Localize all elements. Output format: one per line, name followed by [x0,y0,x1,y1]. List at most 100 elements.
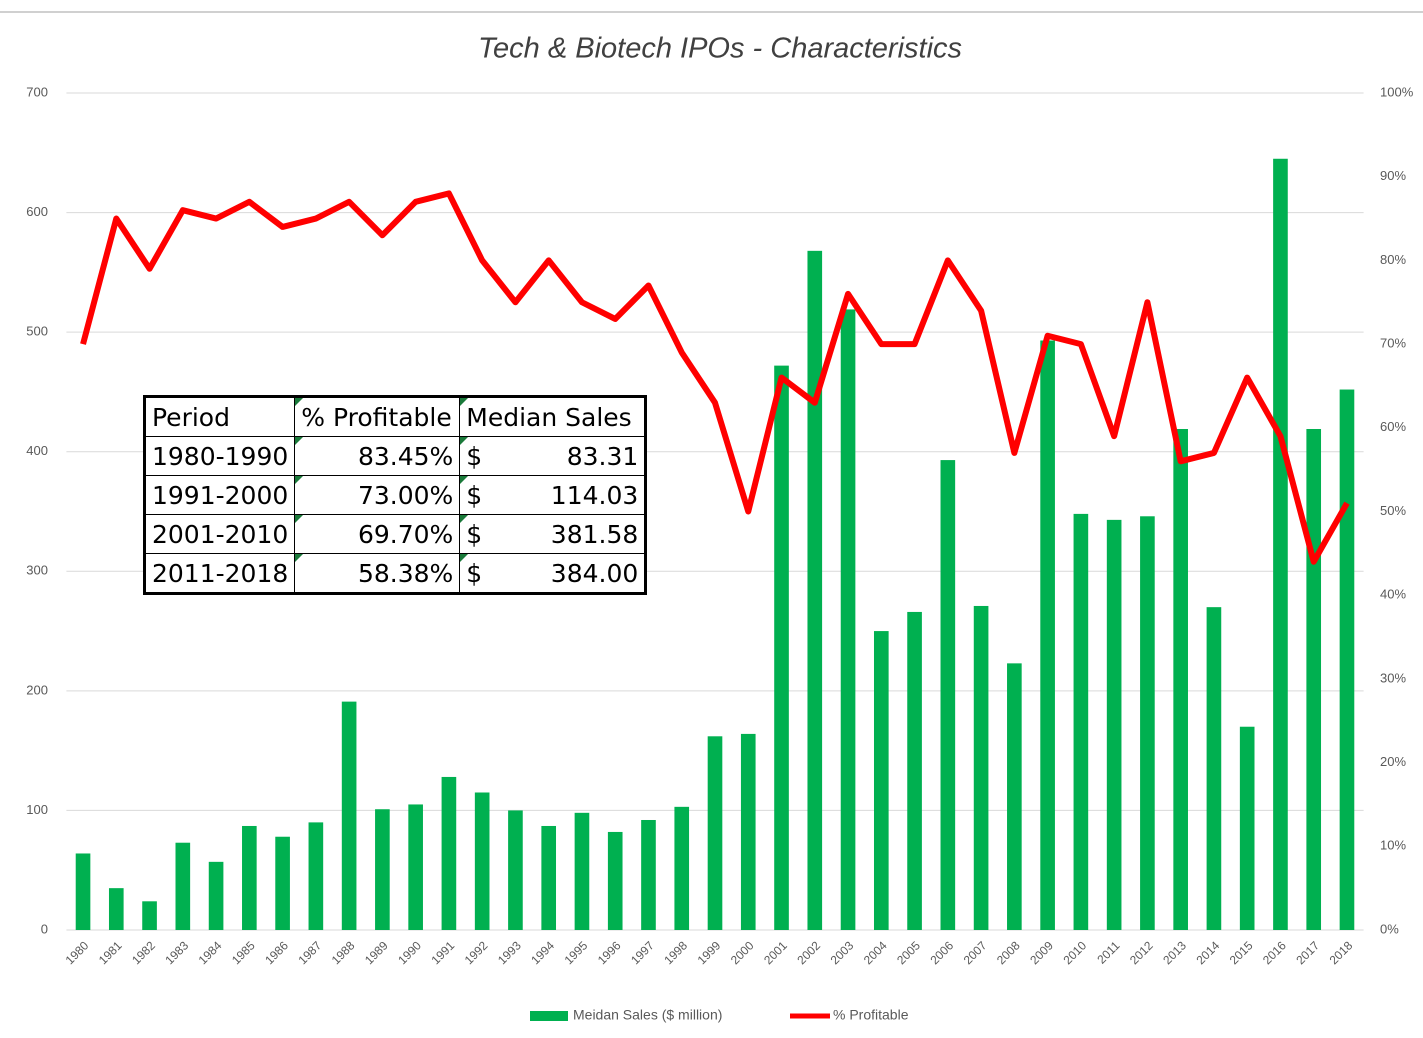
x-tick-label: 1981 [96,938,125,967]
table-row: 2011-2018 58.38% $384.00 [143,553,647,594]
table-cell: $ [459,475,503,515]
y-tick-label: 400 [26,443,48,458]
bar [1339,389,1355,931]
bar [441,776,457,930]
x-tick-label: 2018 [1327,938,1356,967]
x-tick-label: 1996 [595,938,624,967]
x-tick-label: 2010 [1060,938,1089,967]
bar [774,365,789,930]
bar [1273,158,1288,930]
bar [807,250,823,930]
x-tick-label: 1992 [462,938,491,967]
legend-label: Meidan Sales ($ million) [573,1007,722,1023]
x-tick-label: 2000 [728,938,757,967]
x-tick-label: 1986 [262,938,291,967]
table-row: 1991-2000 73.00% $114.03 [143,475,647,515]
table-cell: $ [459,436,503,476]
bar [408,804,423,930]
bar [907,611,922,930]
table-cell: 114.03 [502,475,647,515]
y2-tick-label: 80% [1380,252,1406,267]
x-tick-label: 1994 [528,938,557,967]
y-tick-label: 0 [41,921,48,936]
bar [75,853,91,930]
bar [242,825,257,930]
y2-tick-label: 100% [1380,84,1414,99]
table-cell: $ [459,553,503,594]
bar [1140,516,1155,930]
bar [1239,726,1255,930]
y2-tick-label: 30% [1380,670,1406,685]
table-cell: 1980-1990 [143,436,296,476]
x-tick-label: 1990 [395,938,424,967]
x-tick-label: 1998 [661,938,690,967]
x-tick-label: 2001 [761,938,790,967]
x-tick-label: 1984 [196,938,225,967]
bar [641,819,656,930]
x-tick-label: 2006 [927,938,956,967]
bar [607,831,623,930]
y-tick-label: 600 [26,204,48,219]
header-cell: Period [143,396,296,437]
table-row: 1980-1990 83.45% $83.31 [143,436,647,476]
table-cell: $ [459,514,503,554]
x-tick-label: 1988 [329,938,358,967]
x-tick-label: 2017 [1293,938,1322,967]
bar [674,806,690,930]
legend-swatch [530,1011,568,1021]
x-tick-label: 1983 [162,938,191,967]
table-cell: 69.70% [294,514,461,554]
bar [474,792,490,930]
table-cell: 1991-2000 [143,475,296,515]
table-cell: 384.00 [502,553,647,594]
bar [940,460,956,930]
y2-tick-label: 40% [1380,587,1406,602]
table-cell: 73.00% [294,475,461,515]
table-cell: 83.45% [294,436,461,476]
bar [1106,519,1122,930]
x-tick-label: 1995 [562,938,591,967]
bar [375,809,390,930]
x-tick-label: 1980 [63,938,92,967]
x-tick-label: 1982 [129,938,158,967]
x-tick-label: 2014 [1194,938,1223,967]
bar [1007,663,1022,930]
bar [707,736,723,930]
x-tick-label: 2013 [1160,938,1189,967]
bar [873,631,889,930]
x-tick-label: 1987 [295,938,324,967]
header-cell: Median Sales [459,396,647,437]
bar [142,901,157,930]
bar [208,861,224,930]
x-tick-label: 2012 [1127,938,1156,967]
x-tick-label: 1991 [428,938,457,967]
bar [574,812,590,930]
y-tick-label: 200 [26,682,48,697]
x-tick-label: 2011 [1094,938,1122,966]
x-tick-label: 2003 [828,938,857,967]
x-tick-label: 2008 [994,938,1023,967]
summary-table: Period% Profitable Median Sales 1980-1990 8… [143,395,648,595]
legend-label: % Profitable [833,1007,909,1023]
y2-tick-label: 10% [1380,838,1406,853]
y-tick-label: 500 [26,324,48,339]
bar [508,810,523,930]
bar [1173,428,1188,930]
y2-tick-label: 90% [1380,168,1406,183]
x-tick-label: 1997 [628,938,657,967]
x-tick-label: 1999 [695,938,724,967]
header-cell: % Profitable [294,396,461,437]
y2-tick-label: 50% [1380,503,1406,518]
bar [973,605,989,930]
bar [1073,513,1089,930]
bar [541,825,557,930]
y-tick-label: 300 [26,563,48,578]
y2-tick-label: 60% [1380,419,1406,434]
line [80,190,1350,565]
x-tick-label: 2004 [861,938,890,967]
y2-tick-label: 0% [1380,921,1399,936]
x-tick-label: 2007 [961,938,990,967]
table-cell: 2011-2018 [143,553,296,594]
bar [175,842,191,930]
chart-title: Tech & Biotech IPOs - Characteristics [478,33,962,65]
